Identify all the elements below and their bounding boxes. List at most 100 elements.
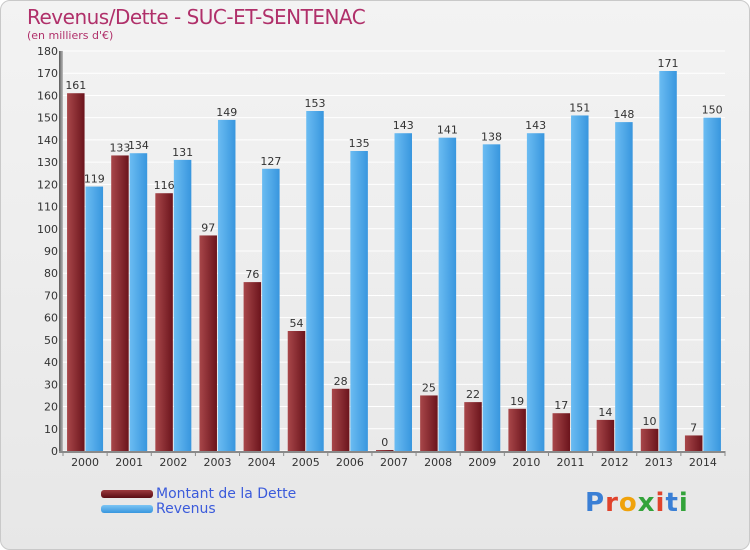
value-label: 149: [216, 106, 237, 119]
legend-label-revenue: Revenus: [156, 501, 216, 517]
bar-revenue: [394, 133, 412, 451]
value-label: 134: [128, 139, 149, 152]
x-tick-label: 2012: [601, 456, 629, 469]
value-label: 135: [349, 137, 370, 150]
y-tick-label: 20: [44, 401, 58, 414]
value-label: 143: [393, 119, 414, 132]
logo-letter: i: [655, 488, 666, 518]
bar-debt: [287, 331, 306, 451]
y-tick-label: 10: [44, 423, 58, 436]
value-label: 141: [437, 124, 458, 137]
value-label: 28: [334, 375, 348, 388]
y-tick-label: 80: [44, 267, 58, 280]
bar-revenue: [615, 122, 633, 451]
bar-revenue: [703, 117, 721, 452]
logo-letter: x: [637, 488, 656, 518]
x-tick-label: 2011: [557, 456, 585, 469]
value-label: 161: [65, 79, 86, 92]
bar-debt: [331, 388, 350, 451]
bar-revenue: [217, 119, 236, 451]
y-tick-label: 50: [44, 334, 58, 347]
bar-debt: [199, 235, 217, 451]
logo-letter: r: [605, 488, 619, 518]
x-tick-label: 2006: [336, 456, 364, 469]
x-tick-label: 2000: [71, 456, 99, 469]
y-tick-label: 170: [37, 67, 58, 80]
logo-letter: o: [618, 488, 638, 518]
y-axis-ticks: 0 10 20 30 40 50 60 70 80 90 100 110 120 130 140 150 160…: [37, 45, 58, 458]
x-tick-label: 2004: [248, 456, 276, 469]
value-label: 148: [613, 108, 634, 121]
value-label: 22: [466, 388, 480, 401]
value-label: 143: [525, 119, 546, 132]
y-tick-label: 110: [37, 201, 58, 214]
legend-swatch-debt: [101, 490, 153, 498]
y-tick-label: 180: [37, 45, 58, 58]
x-tick-label: 2010: [512, 456, 540, 469]
value-label: 25: [422, 381, 436, 394]
value-label: 10: [643, 415, 657, 428]
bar-revenue: [482, 144, 501, 452]
x-axis-floor: [59, 451, 725, 453]
x-axis-ticks: 2000 2001 2002 2003 2004 2005 2006 2007 2008 2009…: [62, 451, 726, 469]
bar-debt: [376, 450, 394, 451]
axis-wall: [59, 51, 725, 453]
bar-debt: [243, 282, 262, 451]
y-tick-label: 70: [44, 289, 58, 302]
bars: [67, 71, 721, 452]
y-tick-label: 120: [37, 178, 58, 191]
y-tick-label: 40: [44, 356, 58, 369]
bar-debt: [508, 408, 526, 451]
chart-subtitle: (en milliers d'€): [27, 29, 114, 42]
value-label: 153: [304, 97, 325, 110]
value-label: 14: [598, 406, 612, 419]
value-label: 17: [554, 399, 568, 412]
value-label: 76: [245, 268, 259, 281]
bar-debt: [420, 395, 438, 451]
x-tick-label: 2014: [689, 456, 717, 469]
y-tick-label: 160: [37, 89, 58, 102]
y-axis-wall: [59, 51, 63, 451]
bar-revenue: [350, 151, 368, 451]
bar-revenue: [262, 168, 280, 451]
y-tick-label: 60: [44, 312, 58, 325]
value-label: 138: [481, 130, 502, 143]
y-tick-label: 150: [37, 112, 58, 125]
value-label: 7: [690, 421, 697, 434]
x-tick-label: 2008: [424, 456, 452, 469]
value-label: 97: [201, 221, 215, 234]
logo-letter: i: [678, 488, 689, 518]
y-tick-label: 140: [37, 134, 58, 147]
legend-label-debt: Montant de la Dette: [156, 486, 297, 502]
y-tick-label: 30: [44, 378, 58, 391]
bar-revenue: [306, 111, 324, 451]
bar-revenue: [85, 186, 104, 452]
value-label: 133: [109, 141, 130, 154]
bar-revenue: [129, 153, 148, 451]
value-label: 19: [510, 395, 524, 408]
proxiti-logo: Proxiti: [585, 488, 689, 518]
x-tick-label: 2001: [115, 456, 143, 469]
y-tick-label: 100: [37, 223, 58, 236]
bar-debt: [552, 413, 571, 451]
bar-debt: [596, 419, 615, 451]
bar-revenue: [438, 137, 457, 451]
value-label: 171: [658, 57, 679, 70]
value-label: 131: [172, 146, 193, 159]
chart-title: Revenus/Dette - SUC-ET-SENTENAC: [27, 5, 366, 29]
bar-debt: [67, 93, 85, 451]
x-tick-label: 2009: [468, 456, 496, 469]
value-label: 150: [702, 104, 723, 117]
value-label: 151: [569, 101, 590, 114]
bar-debt: [640, 428, 659, 451]
bar-revenue: [526, 133, 545, 451]
value-label: 116: [154, 179, 175, 192]
legend-swatch-revenue: [101, 505, 153, 513]
value-label: 127: [260, 155, 281, 168]
x-tick-label: 2003: [203, 456, 231, 469]
bar-revenue: [571, 115, 589, 451]
logo-letter: t: [665, 488, 679, 518]
value-label: 0: [381, 436, 388, 449]
